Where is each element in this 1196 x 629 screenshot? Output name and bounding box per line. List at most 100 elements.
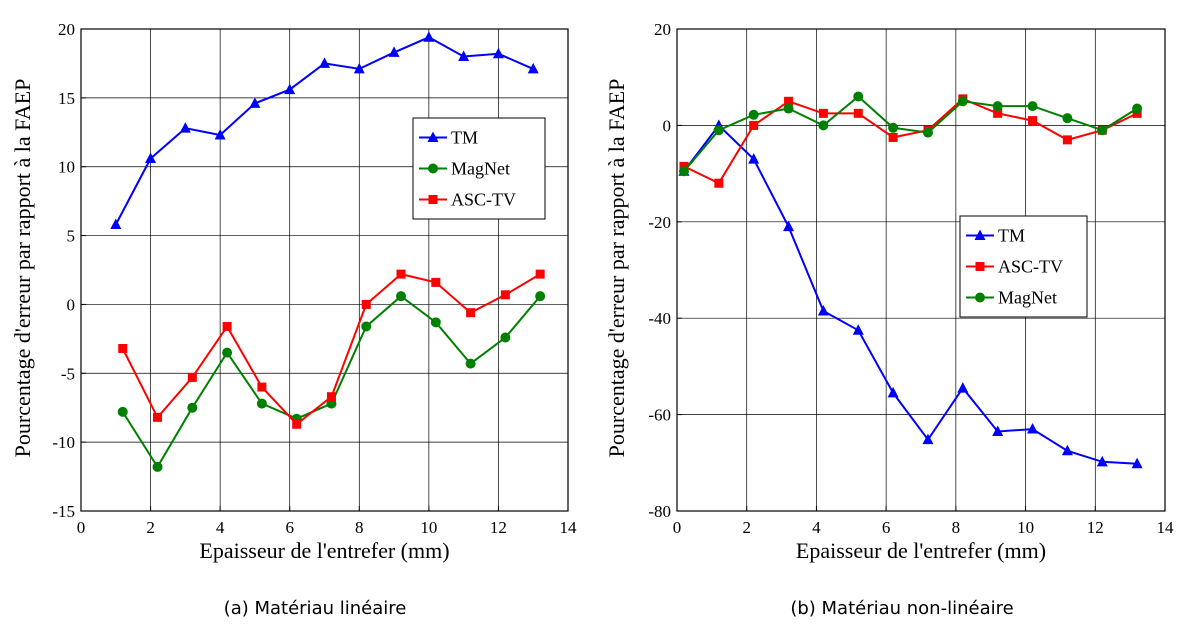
data-point — [535, 291, 546, 302]
data-point — [396, 269, 406, 279]
data-point — [500, 332, 511, 343]
data-point — [1028, 116, 1038, 126]
plot-area — [81, 29, 568, 511]
data-point — [458, 50, 470, 62]
legend-marker — [975, 292, 985, 303]
y-tick-label: -15 — [52, 502, 75, 521]
legend-marker — [428, 195, 438, 204]
x-tick-label: 6 — [285, 518, 294, 537]
data-point — [748, 153, 760, 164]
data-point — [1062, 113, 1073, 124]
series-magnet — [678, 91, 1143, 177]
series-asc-tv — [118, 269, 545, 429]
data-point — [466, 308, 476, 318]
data-point — [361, 321, 372, 332]
x-tick-label: 0 — [77, 518, 86, 537]
data-point — [117, 406, 128, 417]
y-tick-label: 20 — [58, 20, 75, 39]
x-tick-label: 8 — [355, 518, 364, 537]
legend: TM ASC-TV MagNet — [959, 215, 1088, 318]
x-tick-label: 10 — [420, 518, 437, 537]
x-tick-label: 12 — [1087, 518, 1104, 537]
data-point — [888, 122, 899, 133]
x-tick-label: 14 — [560, 518, 578, 537]
data-point — [1062, 135, 1072, 145]
data-point — [922, 433, 934, 445]
data-point — [784, 96, 794, 106]
data-point — [249, 97, 261, 108]
y-axis-label: Pourcentage d'erreur par rapport à la FA… — [604, 79, 629, 458]
data-point — [292, 419, 302, 429]
data-point — [713, 125, 724, 136]
data-point — [187, 402, 198, 413]
legend-marker — [427, 131, 439, 142]
data-point — [783, 103, 794, 114]
y-tick-label: -10 — [52, 433, 75, 452]
data-point — [145, 152, 157, 163]
y-tick-label: 0 — [663, 116, 672, 135]
data-point — [423, 31, 435, 42]
data-point — [153, 412, 163, 422]
x-tick-label: 4 — [812, 518, 821, 537]
y-tick-label: 10 — [58, 158, 75, 177]
data-point — [257, 382, 267, 392]
data-point — [818, 120, 829, 131]
data-point — [1027, 101, 1038, 112]
data-point — [179, 122, 191, 133]
data-point — [1096, 455, 1108, 467]
data-point — [748, 109, 759, 120]
data-point — [492, 47, 504, 59]
data-point — [118, 343, 128, 353]
data-point — [222, 347, 233, 358]
data-point — [1097, 125, 1108, 136]
data-point — [431, 277, 441, 287]
data-point — [922, 127, 933, 138]
data-point — [396, 291, 407, 302]
data-point — [527, 62, 539, 74]
data-point — [888, 132, 898, 142]
data-point — [388, 46, 400, 57]
chart-2: 0 2 4 6 8 10 12 14 -80 -60 -40 -20 0 20 Epaisseur de l… — [604, 20, 1174, 619]
data-point — [853, 108, 863, 118]
legend-marker — [428, 163, 438, 174]
x-tick-label: 12 — [490, 518, 507, 537]
data-point — [992, 101, 1003, 112]
y-axis-label: Pourcentage d'erreur par rapport à la FA… — [10, 79, 35, 458]
data-point — [465, 358, 476, 369]
y-tick-label: -60 — [648, 406, 671, 425]
data-point — [957, 96, 968, 107]
x-tick-label: 6 — [882, 518, 891, 537]
series-tm — [110, 31, 539, 230]
y-tick-label: 20 — [654, 20, 671, 39]
y-tick-label: -40 — [648, 309, 671, 328]
data-point — [749, 120, 759, 130]
legend-label: MagNet — [451, 159, 510, 179]
y-tick-label: -20 — [648, 213, 671, 232]
y-tick-label: 5 — [67, 227, 76, 246]
legend-label: ASC-TV — [998, 257, 1063, 277]
plot-area — [677, 29, 1165, 511]
legend-label: MagNet — [998, 288, 1057, 308]
data-point — [783, 220, 795, 232]
legend-label: TM — [998, 226, 1025, 246]
chart-caption: (a) Matériau linéaire — [224, 598, 407, 619]
data-point — [326, 392, 336, 402]
x-tick-label: 0 — [673, 518, 682, 537]
data-point — [1027, 423, 1039, 434]
legend-marker — [975, 262, 985, 271]
data-point — [353, 62, 365, 74]
data-point — [887, 386, 899, 398]
legend-marker — [974, 229, 986, 240]
data-point — [222, 321, 232, 331]
data-point — [430, 317, 441, 328]
x-tick-label: 10 — [1017, 518, 1034, 537]
x-tick-label: 4 — [216, 518, 225, 537]
data-point — [818, 108, 828, 118]
x-axis-label: Epaisseur de l'entrefer (mm) — [199, 538, 449, 563]
axes-frame — [80, 28, 569, 512]
data-point — [500, 290, 510, 300]
series-line — [683, 123, 1138, 465]
legend-label: ASC-TV — [451, 190, 516, 210]
y-tick-label: 0 — [67, 295, 76, 314]
